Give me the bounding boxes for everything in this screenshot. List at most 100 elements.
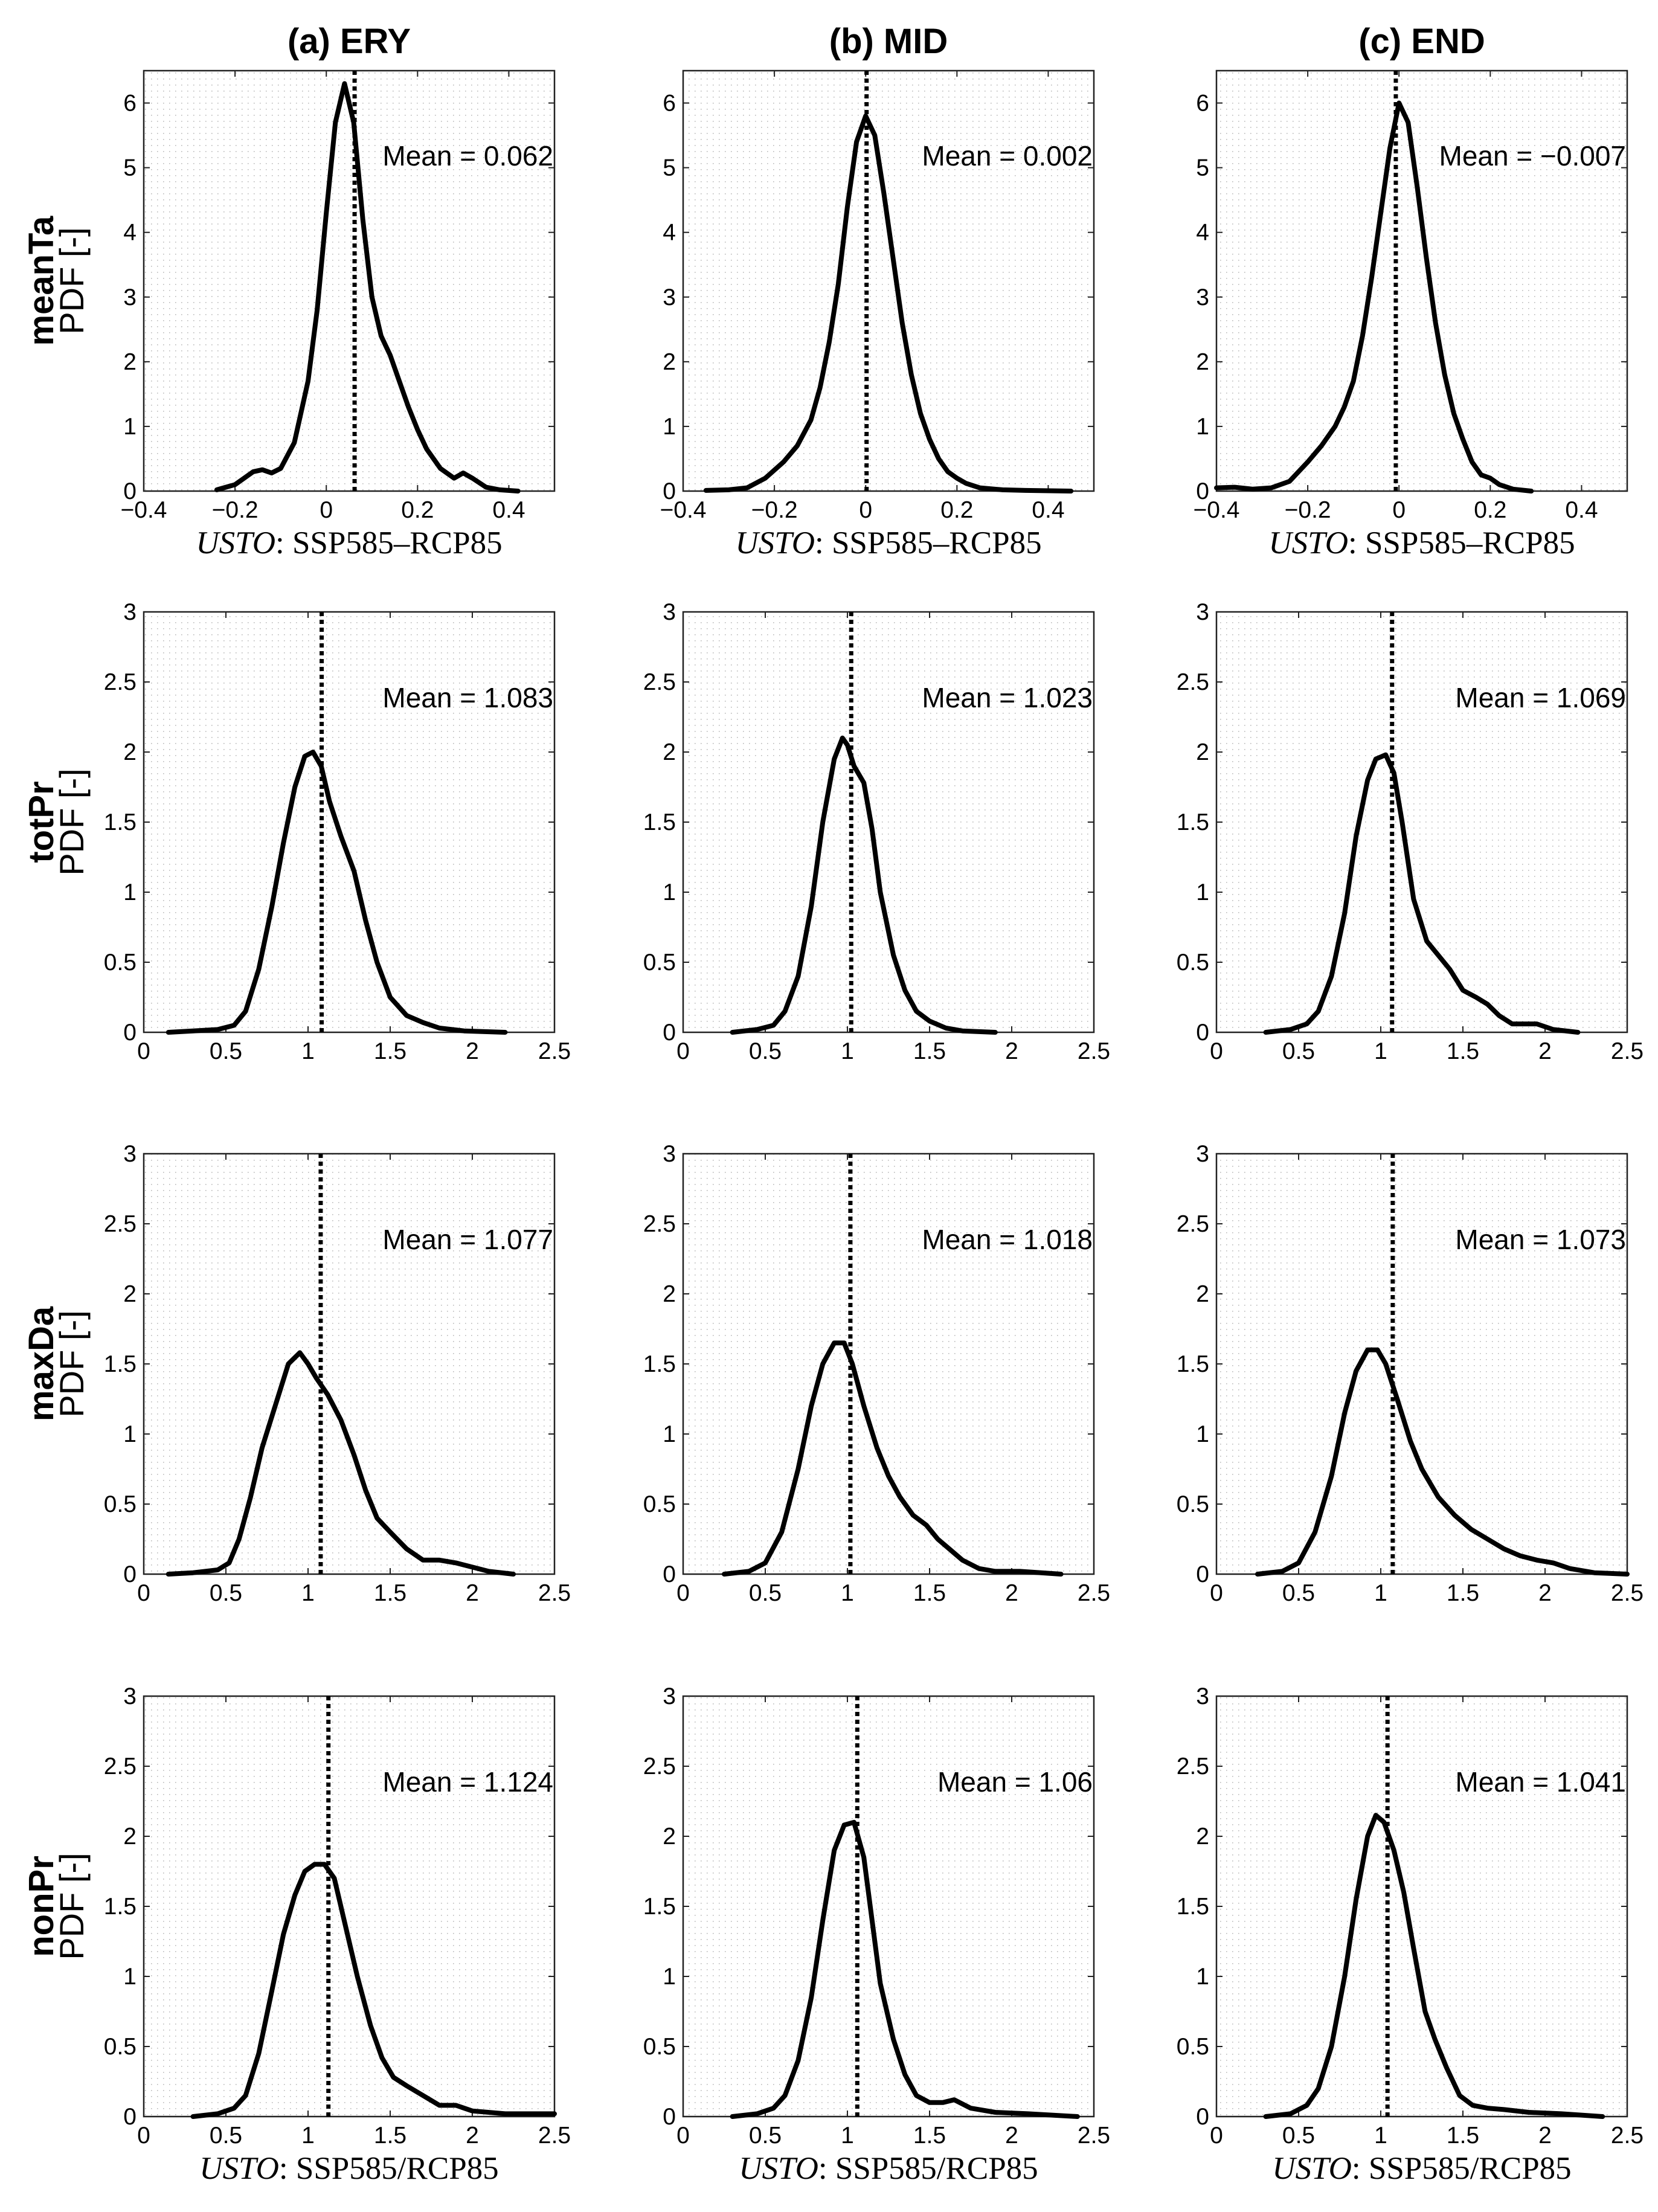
- x-tick-label: 0.5: [210, 1038, 242, 1064]
- x-tick-label: 2.5: [1611, 2123, 1644, 2149]
- x-tick-label: 2.5: [1078, 1038, 1110, 1064]
- mean-label: Mean = 1.023: [922, 682, 1093, 713]
- x-tick-label: 2.5: [538, 2123, 571, 2149]
- y-tick-label: 2: [663, 349, 676, 375]
- plot-background: [1216, 1154, 1627, 1574]
- x-tick-label: 0.5: [1282, 1580, 1315, 1606]
- pdf-curve: [165, 750, 508, 1035]
- y-tick-label: 5: [123, 155, 137, 181]
- y-tick-label: 1.5: [1177, 1351, 1209, 1377]
- x-tick-label: 0.5: [1282, 1038, 1315, 1064]
- y-tick-label: 5: [1196, 155, 1209, 181]
- panel-maxDa-0: 0 0.5 1 1.5 2 2.5 0 0.5 1 1.5 2 2.5 3 Mean = 1.077: [104, 1141, 571, 1606]
- y-tick-label: 0.5: [643, 950, 676, 976]
- mean-label: Mean = 1.077: [382, 1224, 553, 1255]
- y-tick-label: 1: [123, 879, 137, 905]
- y-axis-label: PDF [-]: [53, 1853, 91, 1960]
- x-tick-label: 2: [466, 2123, 479, 2149]
- y-tick-label: 0: [1196, 478, 1209, 504]
- x-tick-label: 0: [1392, 497, 1406, 523]
- mean-label: Mean = −0.007: [1439, 140, 1626, 172]
- x-tick-label: 0.5: [210, 1580, 242, 1606]
- pdf-curve: [1263, 1813, 1605, 2119]
- panel-totPr-0: 0 0.5 1 1.5 2 2.5 0 0.5 1 1.5 2 2.5 3 Mean = 1.083: [104, 599, 571, 1064]
- y-tick-label: 2: [663, 739, 676, 765]
- pdf-curve: [1263, 752, 1581, 1035]
- y-tick-label: 2: [1196, 349, 1209, 375]
- y-tick-label: 1: [123, 414, 137, 440]
- row-variable-label: maxDa: [22, 1306, 61, 1421]
- x-tick-label: 2: [466, 1580, 479, 1606]
- y-tick-label: 0: [123, 2104, 137, 2130]
- y-tick-label: 2: [123, 1824, 137, 1850]
- y-tick-label: 1.5: [104, 1351, 137, 1377]
- x-tick-label: 1.5: [374, 2123, 406, 2149]
- panel-meanTa-1: −0.4 −0.2 0 0.2 0.4 0 1 2 3 4 5 6 Mean = 0.002 USTO: …: [660, 69, 1095, 561]
- x-tick-label: 1: [1374, 2123, 1387, 2149]
- y-tick-label: 1.5: [1177, 1894, 1209, 1920]
- y-tick-label: 1.5: [1177, 809, 1209, 835]
- pdf-curve: [214, 81, 521, 494]
- y-tick-label: 0.5: [104, 1491, 137, 1517]
- x-tick-label: 2.5: [538, 1038, 571, 1064]
- x-tick-label: 1.5: [913, 1038, 946, 1064]
- panel-grid: −0.4 −0.2 0 0.2 0.4 0 1 2 3 4 5 6 Mean = 0.062 USTO: …: [104, 69, 1644, 2186]
- x-tick-label: 0.4: [1032, 497, 1064, 523]
- y-tick-label: 0.5: [643, 2034, 676, 2060]
- y-tick-label: 1: [663, 414, 676, 440]
- mean-label: Mean = 1.083: [382, 682, 553, 713]
- x-tick-label: 0: [1210, 2123, 1223, 2149]
- y-tick-label: 2.5: [643, 669, 676, 695]
- pdf-curve: [165, 1350, 516, 1577]
- plot-background: [144, 1154, 554, 1574]
- y-tick-label: 0: [123, 1561, 137, 1587]
- x-tick-label: 0.5: [749, 1580, 782, 1606]
- y-tick-label: 3: [123, 1141, 137, 1167]
- y-tick-label: 3: [1196, 285, 1209, 310]
- x-axis-label: USTO: SSP585–RCP85: [196, 526, 502, 561]
- axes-frame: [1215, 69, 1628, 492]
- y-axis-label: PDF [-]: [53, 227, 91, 334]
- panel-nonPr-1: 0 0.5 1 1.5 2 2.5 0 0.5 1 1.5 2 2.5 3 Mean = 1.06 USTO…: [643, 1683, 1110, 2186]
- y-tick-label: 2: [1196, 1281, 1209, 1307]
- x-tick-label: 1.5: [913, 2123, 946, 2149]
- y-tick-label: 0: [663, 1561, 676, 1587]
- x-tick-label: 1: [841, 1580, 854, 1606]
- panel-nonPr-0: 0 0.5 1 1.5 2 2.5 0 0.5 1 1.5 2 2.5 3 Mean = 1.124 UST…: [104, 1683, 571, 2186]
- plot-background: [1216, 612, 1627, 1032]
- axes-frame: [143, 69, 556, 492]
- pdf-curve: [722, 1340, 1064, 1577]
- pdf-curve: [1255, 1347, 1630, 1577]
- x-tick-label: 2: [1538, 1580, 1552, 1606]
- y-tick-label: 2.5: [1177, 1211, 1209, 1237]
- x-tick-label: 0.2: [1474, 497, 1506, 523]
- plot-background: [683, 1154, 1094, 1574]
- x-tick-label: 1: [1374, 1580, 1387, 1606]
- y-axis-label: PDF [-]: [53, 768, 91, 875]
- x-tick-label: 0: [676, 1038, 690, 1064]
- y-tick-label: 0.5: [104, 950, 137, 976]
- y-tick-label: 2: [1196, 1824, 1209, 1850]
- x-tick-label: 1: [301, 1580, 315, 1606]
- x-tick-label: 0: [676, 2123, 690, 2149]
- plot-background: [683, 71, 1094, 491]
- y-tick-label: 2.5: [104, 669, 137, 695]
- y-tick-label: 3: [663, 599, 676, 625]
- x-tick-label: −0.4: [121, 497, 167, 523]
- y-tick-label: 3: [123, 285, 137, 310]
- panel-meanTa-2: −0.4 −0.2 0 0.2 0.4 0 1 2 3 4 5 6 Mean = −0.007 USTO:…: [1194, 69, 1628, 561]
- x-tick-label: 1.5: [374, 1580, 406, 1606]
- x-tick-label: 0.5: [749, 1038, 782, 1064]
- y-tick-label: 2: [123, 739, 137, 765]
- y-tick-label: 6: [1196, 91, 1209, 117]
- y-tick-label: 4: [123, 220, 137, 246]
- x-tick-label: 0: [137, 1038, 150, 1064]
- y-tick-label: 1.5: [104, 1894, 137, 1920]
- x-tick-label: 1.5: [1447, 1038, 1479, 1064]
- x-tick-label: 1.5: [1447, 2123, 1479, 2149]
- plot-background: [144, 1696, 554, 2117]
- mean-label: Mean = 0.062: [382, 140, 553, 172]
- x-tick-label: 1: [841, 2123, 854, 2149]
